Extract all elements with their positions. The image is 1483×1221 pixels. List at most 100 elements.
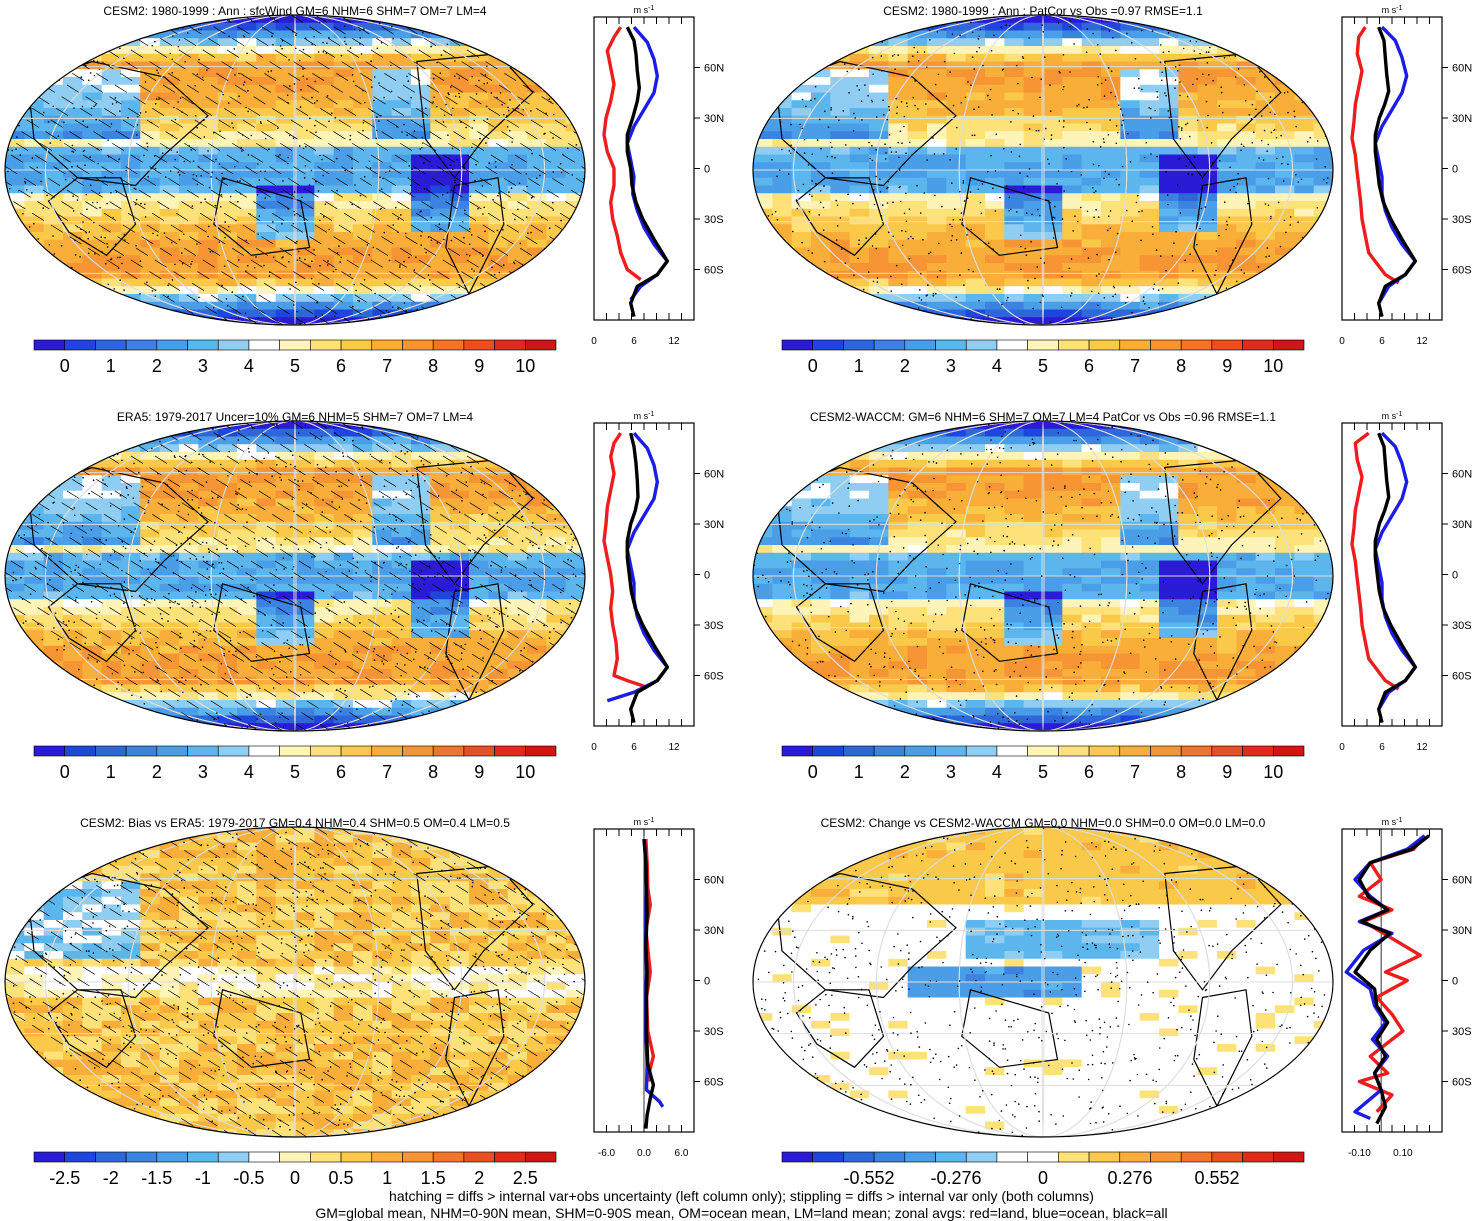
colorbar-tick-label: 9 xyxy=(474,356,484,376)
zonal-series-land xyxy=(1350,431,1400,691)
footer-line-2: GM=global mean, NHM=0-90N mean, SHM=0-90… xyxy=(315,1205,1168,1221)
panel-title-5: CESM2: Change vs CESM2-WACCM GM=0.0 NHM=… xyxy=(820,816,1266,830)
colorbar-tick-label: 0 xyxy=(808,356,818,376)
colorbar-tick-label: 10 xyxy=(1263,762,1283,782)
colorbar-swatch xyxy=(371,1151,403,1163)
colorbar-tick-label: -1 xyxy=(195,1168,211,1188)
zonal-lat-label: 30N xyxy=(1452,519,1472,531)
zonal-x-label: -6.0 xyxy=(598,1148,616,1159)
zonal-x-label: -0.10 xyxy=(1348,1148,1371,1159)
zonal-avg-plot-3: m s-1 60N 30N 0 30S 60S 0 6 12 xyxy=(1339,411,1472,753)
colorbar-swatch xyxy=(125,339,158,351)
colorbar-swatch xyxy=(125,745,158,757)
zonal-series-all xyxy=(642,838,656,1129)
colorbar-swatch xyxy=(279,339,311,351)
zonal-lat-label: 30N xyxy=(704,925,724,937)
colorbar-swatch xyxy=(1211,339,1243,351)
colorbar-tick-label: 9 xyxy=(1222,356,1232,376)
colorbar-swatch xyxy=(402,339,434,351)
colorbar-tick-label: 8 xyxy=(1176,356,1186,376)
colorbar-swatch xyxy=(1242,339,1274,351)
colorbar-swatch xyxy=(494,745,526,757)
map-panel-5 xyxy=(752,826,1334,1138)
zonal-lat-label: 60S xyxy=(704,265,724,277)
map-panel-1 xyxy=(752,14,1334,326)
zonal-series-all xyxy=(1373,26,1417,318)
zonal-x-label: 12 xyxy=(1416,336,1428,347)
colorbar-swatch xyxy=(1088,339,1121,351)
colorbar-tick-label: -2.5 xyxy=(49,1168,80,1188)
zonal-unit-label: m s-1 xyxy=(1382,5,1403,15)
colorbar-swatch xyxy=(1242,745,1274,757)
colorbar-swatch xyxy=(781,1151,814,1163)
colorbar-swatch xyxy=(1180,745,1213,757)
colorbar-tick-label: 6 xyxy=(1084,356,1094,376)
zonal-avg-plot-1: m s-1 60N 30N 0 30S 60S 0 6 12 xyxy=(1339,5,1472,347)
colorbar-tick-label: 3 xyxy=(946,356,956,376)
zonal-series-land xyxy=(1350,26,1400,285)
colorbar-swatch xyxy=(340,1151,373,1163)
colorbar-5: -0.552 -0.276 0 0.276 0.552 xyxy=(781,1151,1305,1188)
colorbar-swatch xyxy=(1150,745,1182,757)
colorbar-swatch xyxy=(1088,745,1121,757)
colorbar-tick-label: 1 xyxy=(106,762,116,782)
colorbar-tick-label: 4 xyxy=(244,762,254,782)
colorbar-tick-label: 2.5 xyxy=(513,1168,538,1188)
colorbar-swatch xyxy=(33,339,66,351)
zonal-lat-label: 30N xyxy=(1452,113,1472,125)
colorbar-tick-label: 5 xyxy=(1038,762,1048,782)
zonal-lat-label: 60N xyxy=(1452,63,1472,75)
colorbar-swatch xyxy=(524,339,557,351)
colorbar-swatch xyxy=(494,1151,526,1163)
colorbar-swatch xyxy=(279,1151,311,1163)
colorbar-swatch xyxy=(935,745,967,757)
map-panel-3 xyxy=(752,420,1334,732)
colorbar-tick-label: 3 xyxy=(198,356,208,376)
zonal-lat-label: 60N xyxy=(704,875,724,887)
zonal-x-label: 6.0 xyxy=(675,1148,689,1159)
colorbar-tick-label: 10 xyxy=(515,762,535,782)
colorbar-swatch xyxy=(996,339,1028,351)
colorbar-tick-label: 7 xyxy=(382,356,392,376)
zonal-lat-label: 60S xyxy=(1452,671,1472,683)
panel-title-2: ERA5: 1979-2017 Uncer=10% GM=6 NHM=5 SHM… xyxy=(116,410,474,424)
colorbar-swatch xyxy=(310,745,342,757)
colorbar-swatch xyxy=(1272,745,1305,757)
zonal-lat-label: 60S xyxy=(1452,1077,1472,1089)
zonal-lat-label: 30N xyxy=(704,113,724,125)
colorbar-swatch xyxy=(524,1151,557,1163)
colorbar-swatch xyxy=(935,339,967,351)
colorbar-tick-label: 0.5 xyxy=(329,1168,354,1188)
colorbar-swatch xyxy=(812,339,844,351)
colorbar-tick-label: 6 xyxy=(336,762,346,782)
colorbar-tick-label: 8 xyxy=(1176,762,1186,782)
colorbar-swatch xyxy=(340,745,373,757)
colorbar-swatch xyxy=(904,339,936,351)
zonal-lat-label: 30S xyxy=(1452,214,1472,226)
zonal-avg-plot-4: m s-1 60N 30N 0 30S 60S -6.0 0.0 6.0 xyxy=(593,817,724,1159)
zonal-x-label: 0 xyxy=(1339,336,1345,347)
colorbar-swatch xyxy=(1027,745,1059,757)
colorbar-tick-label: 8 xyxy=(428,762,438,782)
colorbar-swatch xyxy=(217,339,250,351)
zonal-lat-label: 60S xyxy=(1452,265,1472,277)
colorbar-swatch xyxy=(1119,1151,1151,1163)
colorbar-swatch xyxy=(463,339,495,351)
colorbar-swatch xyxy=(494,339,526,351)
zonal-lat-label: 30S xyxy=(704,1026,724,1038)
colorbar-tick-label: -2 xyxy=(103,1168,119,1188)
colorbar-tick-label: 8 xyxy=(428,356,438,376)
zonal-unit-label: m s-1 xyxy=(634,411,655,421)
colorbar-swatch xyxy=(64,339,96,351)
colorbar-swatch xyxy=(843,745,875,757)
zonal-series-all xyxy=(625,432,669,724)
colorbar-swatch xyxy=(402,1151,434,1163)
colorbar-3: 0 1 2 3 4 5 6 7 8 9 10 xyxy=(781,745,1305,782)
zonal-series-all xyxy=(625,26,669,318)
zonal-lat-label: 30S xyxy=(1452,1026,1472,1038)
zonal-series-land xyxy=(602,26,642,281)
colorbar-tick-label: 3 xyxy=(198,762,208,782)
colorbar-swatch xyxy=(33,1151,66,1163)
zonal-avg-plot-2: m s-1 60N 30N 0 30S 60S 0 6 12 xyxy=(591,411,724,753)
